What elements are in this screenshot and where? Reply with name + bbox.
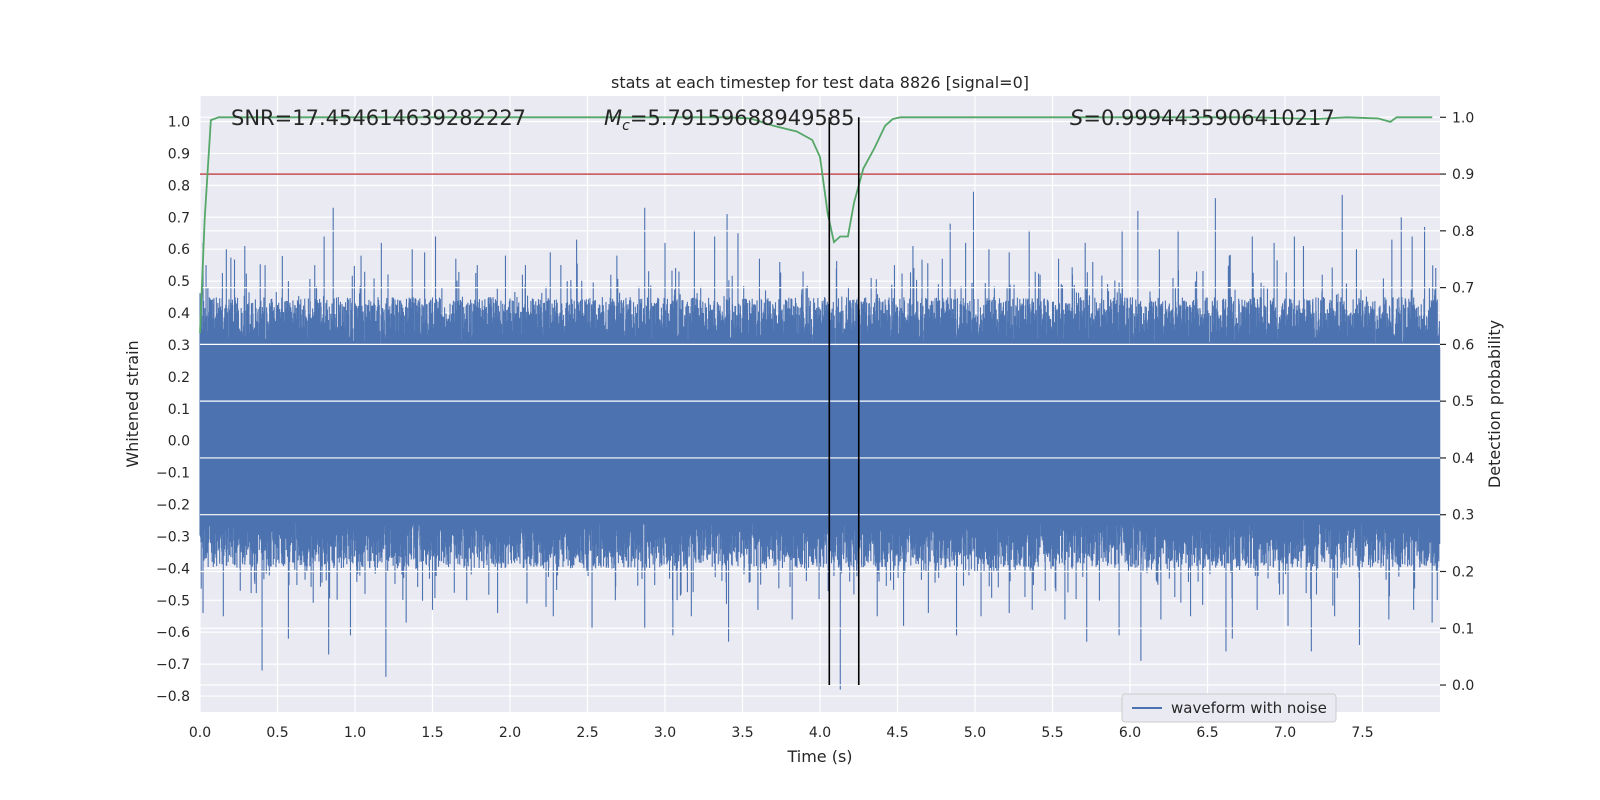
y-right-tick-label: 0.5 [1452, 394, 1474, 410]
x-tick-label: 4.5 [886, 725, 908, 741]
x-tick-label: 4.0 [809, 725, 831, 741]
score-value: =0.9994435906410217 [1083, 106, 1334, 130]
x-tick-label: 3.0 [654, 725, 676, 741]
score-symbol: S [1070, 106, 1083, 130]
x-tick-label: 5.5 [1041, 725, 1063, 741]
y-left-tick-label: 0.5 [168, 274, 190, 290]
y-left-tick-label: 0.8 [168, 178, 190, 194]
y-axis-left-title: Whitened strain [123, 340, 142, 467]
x-tick-label: 0.0 [189, 725, 211, 741]
y-right-tick-label: 0.1 [1452, 621, 1474, 637]
y-left-tick-label: 0.9 [168, 146, 190, 162]
chart-title: stats at each timestep for test data 882… [611, 73, 1029, 92]
y-left-tick-label: 0.2 [168, 370, 190, 386]
x-tick-label: 7.5 [1351, 725, 1373, 741]
y-left-tick-label: −0.1 [156, 466, 190, 482]
y-left-tick-label: −0.2 [156, 498, 190, 514]
y-left-tick-label: 1.0 [168, 115, 190, 131]
x-tick-label: 7.0 [1274, 725, 1296, 741]
x-tick-label: 3.5 [731, 725, 753, 741]
detection-probability-line [199, 116, 1433, 334]
chirp-mass-value: =5.79159688949585 [630, 106, 855, 130]
x-tick-label: 2.0 [499, 725, 521, 741]
y-left-tick-label: 0.3 [168, 338, 190, 354]
y-left-tick-label: 0.1 [168, 402, 190, 418]
y-right-tick-label: 0.3 [1452, 508, 1474, 524]
chirp-mass-annotation: Mc=5.79159688949585 [604, 106, 855, 134]
waveform-band [200, 348, 1440, 518]
legend-label: waveform with noise [1171, 699, 1327, 717]
x-tick-label: 6.0 [1119, 725, 1141, 741]
y-axis-right: 0.0 0.1 0.2 0.3 0.4 0.5 0.6 0.7 0.8 0.9 1.0 [1440, 110, 1474, 694]
y-right-tick-label: 0.9 [1452, 167, 1474, 183]
y-left-tick-label: −0.5 [156, 593, 190, 609]
legend: waveform with noise [1121, 693, 1337, 723]
y-left-tick-label: −0.7 [156, 657, 190, 673]
y-left-tick-label: −0.3 [156, 529, 190, 545]
y-right-tick-label: 0.8 [1452, 224, 1474, 240]
y-left-tick-label: −0.6 [156, 625, 190, 641]
y-left-tick-label: 0.7 [168, 210, 190, 226]
overlay-layer [199, 116, 1440, 686]
x-tick-label: 1.0 [344, 725, 366, 741]
x-tick-label: 2.5 [576, 725, 598, 741]
chirp-mass-symbol: M [604, 106, 622, 130]
waveform-series [199, 191, 1441, 690]
chirp-mass-subscript: c [622, 118, 630, 134]
y-left-tick-label: −0.8 [156, 689, 190, 705]
snr-annotation: SNR=17.454614639282227 [231, 106, 526, 130]
x-tick-label: 0.5 [266, 725, 288, 741]
y-axis-right-title: Detection probability [1485, 320, 1504, 488]
x-axis-title: Time (s) [786, 747, 852, 766]
y-right-tick-label: 0.4 [1452, 451, 1474, 467]
y-left-tick-label: 0.0 [168, 434, 190, 450]
y-right-tick-label: 0.2 [1452, 564, 1474, 580]
x-tick-label: 6.5 [1196, 725, 1218, 741]
y-left-tick-label: 0.4 [168, 306, 190, 322]
y-right-tick-label: 0.0 [1452, 678, 1474, 694]
x-tick-label: 5.0 [964, 725, 986, 741]
y-axis-left: −0.8 −0.7 −0.6 −0.5 −0.4 −0.3 −0.2 −0.1 0.0 0.1 0.… [156, 115, 190, 706]
y-right-tick-label: 0.7 [1452, 281, 1474, 297]
y-right-tick-label: 1.0 [1452, 110, 1474, 126]
y-left-tick-label: 0.6 [168, 242, 190, 258]
y-left-tick-label: −0.4 [156, 561, 190, 577]
x-axis: 0.0 0.5 1.0 1.5 2.0 2.5 3.0 3.5 4.0 4.5 5.0 5.5 6.0 6… [189, 725, 1374, 741]
x-tick-label: 1.5 [421, 725, 443, 741]
legend-box [1121, 693, 1337, 723]
score-annotation: S=0.9994435906410217 [1070, 106, 1335, 130]
y-right-tick-label: 0.6 [1452, 337, 1474, 353]
